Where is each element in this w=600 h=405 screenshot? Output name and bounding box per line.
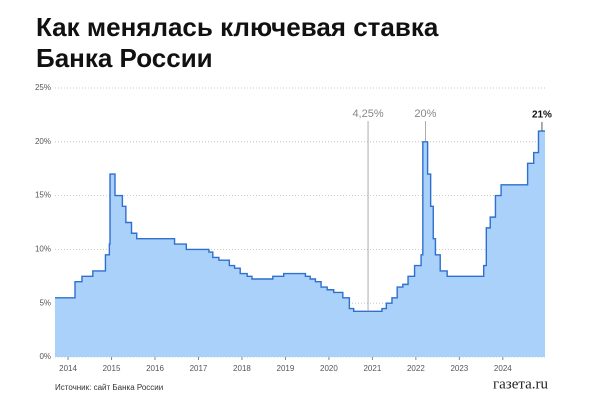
annotation: 4,25%: [352, 108, 383, 120]
x-tick-label: 2024: [494, 364, 512, 373]
x-tick-label: 2021: [363, 364, 381, 373]
annotation: 21%: [532, 110, 552, 121]
x-tick-label: 2015: [103, 364, 121, 373]
x-tick-label: 2020: [320, 364, 338, 373]
x-tick-label: 2023: [450, 364, 468, 373]
x-tick-label: 2022: [407, 364, 425, 373]
x-tick-label: 2014: [59, 364, 77, 373]
y-tick-label: 0%: [39, 352, 51, 361]
source: Источник: сайт Банка России: [55, 383, 163, 392]
annotation: 20%: [414, 108, 436, 120]
line: [55, 130, 545, 312]
area: [55, 131, 545, 357]
chart-title: Как менялась ключевая ставка: [36, 12, 439, 42]
x-tick-label: 2017: [190, 364, 208, 373]
y-tick-label: 10%: [35, 245, 51, 254]
x-tick-label: 2019: [277, 364, 295, 373]
logo: газета.ru: [493, 376, 549, 392]
x-tick-label: 2016: [146, 364, 164, 373]
x-tick-label: 2018: [233, 364, 251, 373]
chart-title: Банка России: [36, 43, 213, 73]
y-tick-label: 25%: [35, 83, 51, 92]
y-tick-label: 20%: [35, 137, 51, 146]
y-tick-label: 15%: [35, 191, 51, 200]
y-tick-label: 5%: [39, 298, 51, 307]
